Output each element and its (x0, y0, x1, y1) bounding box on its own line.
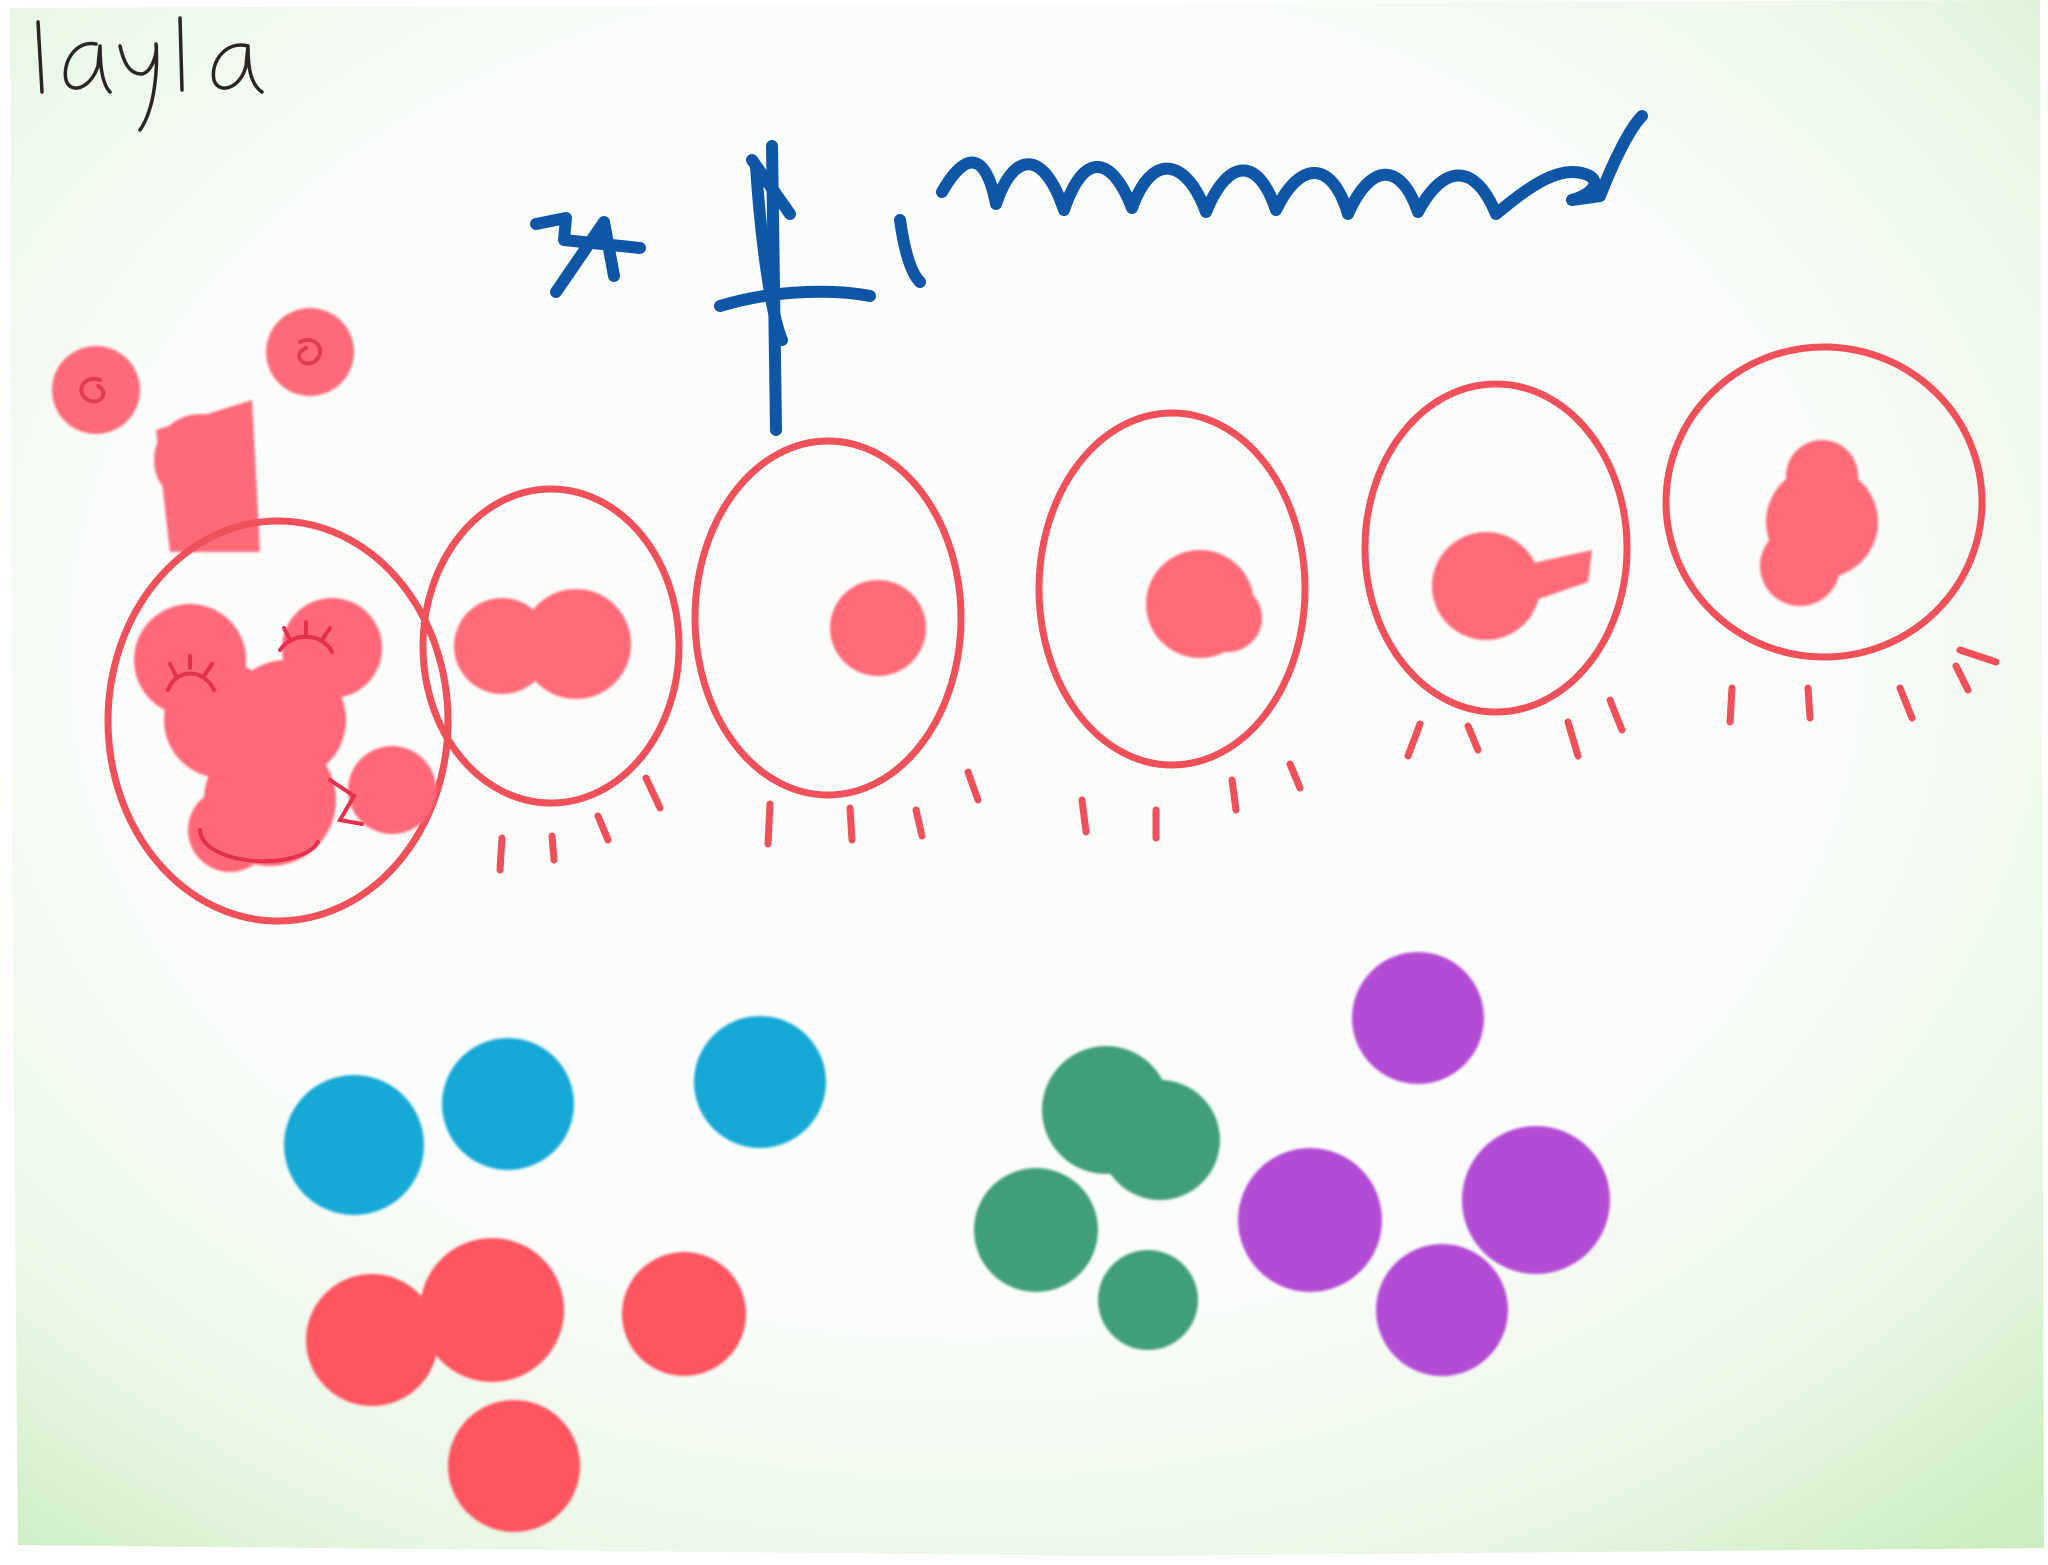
green-dots (974, 1046, 1220, 1350)
body-ring-5 (1662, 343, 1986, 661)
body-ring-1 (419, 485, 683, 807)
caterpillar-rings (104, 343, 1986, 925)
caterpillar-icon (52, 308, 2000, 925)
purple-dots (1238, 952, 1610, 1376)
signature-layla (36, 16, 264, 132)
antennae (52, 308, 354, 552)
blue-scribble-text (530, 110, 1648, 436)
body-ring-2 (691, 437, 965, 799)
body-dots (454, 440, 1878, 699)
blue-dots (284, 1016, 826, 1215)
caterpillar-face (134, 598, 436, 872)
body-ring-4 (1361, 380, 1631, 716)
red-dots (306, 1238, 746, 1532)
body-ring-3 (1035, 409, 1309, 769)
caterpillar-legs (496, 646, 2000, 874)
head-ring (104, 517, 452, 925)
